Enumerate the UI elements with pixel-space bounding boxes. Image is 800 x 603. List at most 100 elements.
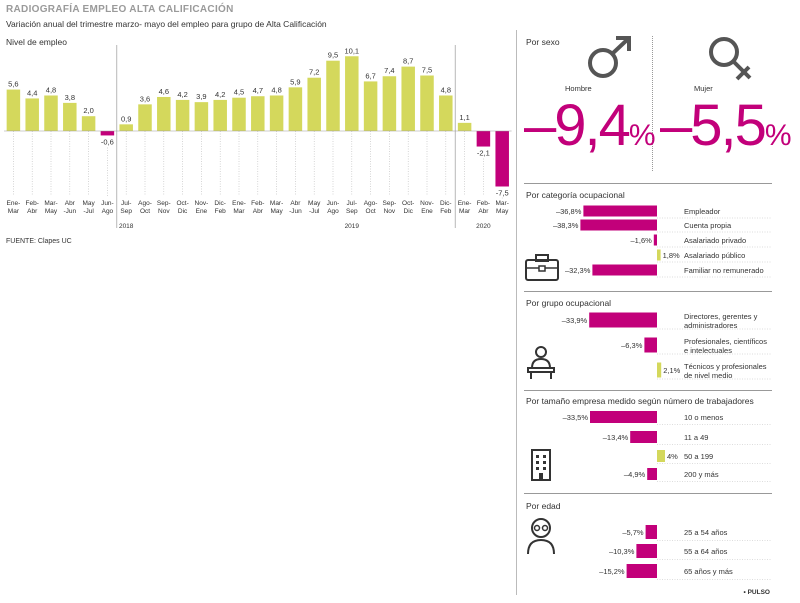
bar — [401, 66, 415, 131]
chart-label: Nivel de empleo — [6, 37, 67, 47]
breakdown-value-label: –4,9% — [624, 470, 646, 479]
female-symbol-icon — [709, 37, 752, 81]
x-tick-label: Mar- — [270, 200, 283, 207]
x-tick-label: Ene- — [7, 200, 21, 207]
x-tick-label: May — [45, 208, 58, 215]
x-tick-label: Feb — [215, 208, 227, 215]
breakdown-category-label: 11 a 49 — [684, 433, 708, 442]
source-note: FUENTE: Clapes UC — [6, 238, 72, 245]
year-label: 2019 — [345, 223, 360, 230]
bar-value-label: 2,0 — [83, 106, 93, 115]
bar-value-label: -0,6 — [101, 137, 114, 146]
x-tick-label: Sep — [346, 208, 358, 215]
breakdown-category-label: Técnicos y profesionales — [684, 362, 767, 371]
bar-value-label: -2,1 — [477, 149, 490, 158]
x-tick-label: Abr — [65, 200, 76, 207]
bar — [119, 124, 133, 131]
bar — [194, 102, 209, 131]
bar-value-label: 3,9 — [196, 92, 206, 101]
panel-divider — [516, 30, 517, 595]
breakdown-category-label: 10 o menos — [684, 413, 723, 422]
breakdown-bar — [644, 337, 657, 353]
breakdown-value-label: 2,1% — [663, 366, 680, 375]
x-tick-label: May — [496, 208, 509, 215]
x-tick-label: Nov — [384, 208, 396, 215]
x-tick-label: Feb — [440, 208, 452, 215]
breakdown-category-label: 55 a 64 años — [684, 547, 728, 556]
x-tick-label: Sep- — [383, 200, 397, 207]
bar — [269, 95, 284, 131]
x-tick-label: Dic — [404, 208, 414, 215]
section-rule — [524, 183, 772, 184]
x-tick-label: May — [82, 200, 95, 207]
breakdown-value-label: –6,3% — [621, 341, 643, 350]
x-tick-label: Feb- — [251, 200, 264, 207]
bar — [251, 96, 265, 131]
breakdown-bar — [647, 468, 657, 480]
x-tick-label: Mar — [233, 208, 245, 215]
breakdown-category-label: e intelectuales — [684, 346, 732, 355]
bar — [439, 95, 453, 131]
bar — [326, 60, 340, 132]
x-tick-label: Feb- — [477, 200, 490, 207]
breakdown-bar — [657, 249, 661, 261]
x-tick-label: Oct — [366, 208, 376, 215]
x-tick-label: -Jul — [83, 208, 94, 215]
bar — [138, 104, 152, 131]
office-building-icon — [531, 449, 551, 481]
x-tick-label: Ene — [421, 208, 433, 215]
bar — [476, 131, 491, 147]
bar-value-label: 7,2 — [309, 68, 319, 77]
bar-value-label: 10,1 — [344, 46, 359, 55]
x-tick-label: May — [308, 200, 321, 207]
year-label: 2018 — [119, 223, 134, 230]
bar-value-label: 3,8 — [65, 93, 75, 102]
x-tick-label: -Jun — [63, 208, 76, 215]
breakdown-bar — [653, 234, 657, 246]
breakdown-value-label: –10,3% — [609, 547, 635, 556]
x-tick-label: Jul- — [121, 200, 131, 207]
section-rule — [524, 291, 772, 292]
bar — [363, 81, 378, 131]
breakdown-value-label: –15,2% — [599, 567, 625, 576]
male-label: Hombre — [565, 84, 592, 93]
breakdown-value-label: –13,4% — [603, 433, 629, 442]
section-title-sex: Por sexo — [526, 37, 560, 47]
breakdown-value-label: –36,8% — [556, 207, 582, 216]
x-tick-label: Oct- — [176, 200, 188, 207]
x-tick-label: May — [270, 208, 283, 215]
breakdown-category-label: administradores — [684, 321, 738, 330]
sex-divider — [652, 36, 653, 171]
bar — [175, 99, 190, 131]
breakdown-value-label: 1,8% — [663, 251, 680, 260]
x-tick-label: Mar — [459, 208, 471, 215]
breakdown-value-label: –38,3% — [553, 221, 579, 230]
bar-value-label: 0,9 — [121, 114, 131, 123]
bar-value-label: 4,2 — [177, 90, 187, 99]
breakdown-bar — [626, 564, 657, 578]
section-title-size: Por tamaño empresa medido según número d… — [526, 396, 754, 406]
breakdown-bar — [580, 219, 657, 231]
bar — [232, 97, 246, 131]
bar — [213, 99, 227, 131]
bar — [157, 96, 171, 131]
breakdown-category-label: Directores, gerentes y — [684, 312, 758, 321]
bar-value-label: 1,1 — [459, 113, 469, 122]
x-tick-label: Sep- — [157, 200, 171, 207]
bar-value-label: -7,5 — [496, 189, 509, 198]
page-title: RADIOGRAFÍA EMPLEO ALTA CALIFICACIÓN — [6, 4, 234, 15]
year-label: 2020 — [476, 223, 491, 230]
bar-value-label: 4,8 — [441, 85, 451, 94]
female-value: –5,5% — [660, 93, 792, 158]
x-tick-label: Nov- — [195, 200, 209, 207]
breakdown-value-label: –33,5% — [563, 413, 589, 422]
x-tick-label: Sep — [120, 208, 132, 215]
breakdown-category-label: Familiar no remunerado — [684, 266, 764, 275]
x-tick-label: Ago- — [138, 200, 152, 207]
elderly-person-icon — [527, 518, 555, 555]
breakdown-bar — [630, 431, 657, 443]
bar-value-label: 4,2 — [215, 90, 225, 99]
breakdown-bar — [636, 544, 657, 558]
bar — [495, 131, 509, 187]
breakdown-category-label: 200 y más — [684, 470, 719, 479]
